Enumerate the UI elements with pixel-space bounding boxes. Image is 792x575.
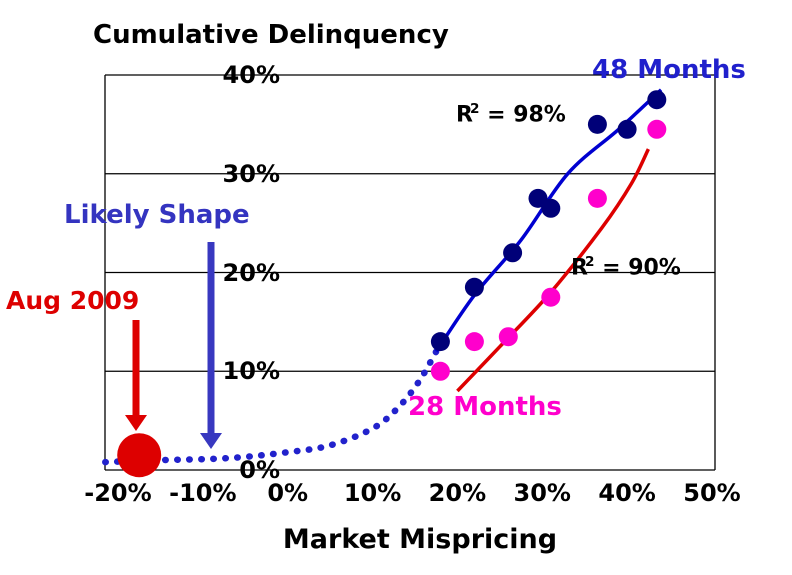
r-squared-sup-48: 2 <box>469 101 480 117</box>
y-tick-label-0%: 0% <box>239 456 280 484</box>
x-tick-label-20%: 20% <box>428 479 487 507</box>
y-tick-label-10%: 10% <box>222 357 280 386</box>
x-tick-label--10%: -10% <box>169 479 237 507</box>
x-axis-title: Market Mispricing <box>282 524 558 555</box>
data-point-28-months <box>647 119 667 139</box>
r-squared-label-28: R2 = 90% <box>571 254 681 280</box>
data-point-48-months <box>617 119 637 139</box>
x-tick-label--20%: -20% <box>84 479 152 507</box>
data-point-28-months <box>430 361 450 381</box>
x-tick-label-10%: 10% <box>343 479 402 507</box>
series-label-48-months: 48 Months <box>592 55 746 85</box>
y-tick-label-20%: 20% <box>222 258 280 287</box>
aug-2009-marker <box>117 433 162 478</box>
r-squared-value-48: = 98% <box>479 102 566 128</box>
data-point-48-months <box>587 114 607 134</box>
y-tick-label-30%: 30% <box>222 159 280 188</box>
data-point-48-months <box>430 332 450 352</box>
data-point-48-months <box>541 198 561 218</box>
chart-title: Cumulative Delinquency <box>93 20 449 50</box>
data-point-28-months <box>587 188 607 208</box>
data-point-48-months <box>464 277 484 297</box>
r-squared-base-48: R <box>456 102 473 128</box>
likely-shape-curve <box>102 348 440 466</box>
trendline-28-months <box>456 148 650 393</box>
r-squared-base-28: R <box>571 255 588 281</box>
likely-shape-label: Likely Shape <box>64 200 250 230</box>
x-tick-label-50%: 50% <box>683 479 741 507</box>
x-tick-label-40%: 40% <box>598 479 656 507</box>
x-tick-label-30%: 30% <box>513 479 571 507</box>
aug-2009-label: Aug 2009 <box>6 286 140 315</box>
likely-shape-arrow-head <box>200 433 222 449</box>
r-squared-value-28: = 90% <box>594 255 681 281</box>
aug-2009-arrow-head <box>125 415 147 431</box>
data-point-48-months <box>503 243 523 263</box>
r-squared-label-48: R2 = 98% <box>456 101 566 127</box>
data-point-48-months <box>647 90 667 110</box>
series-label-28-months: 28 Months <box>408 392 562 422</box>
data-point-28-months <box>541 287 561 307</box>
y-tick-label-40%: 40% <box>222 61 280 89</box>
r-squared-sup-28: 2 <box>584 254 595 270</box>
x-tick-label-0%: 0% <box>267 479 309 507</box>
data-point-28-months <box>498 327 518 347</box>
data-point-28-months <box>464 332 484 352</box>
data-point-48-months <box>528 188 548 208</box>
